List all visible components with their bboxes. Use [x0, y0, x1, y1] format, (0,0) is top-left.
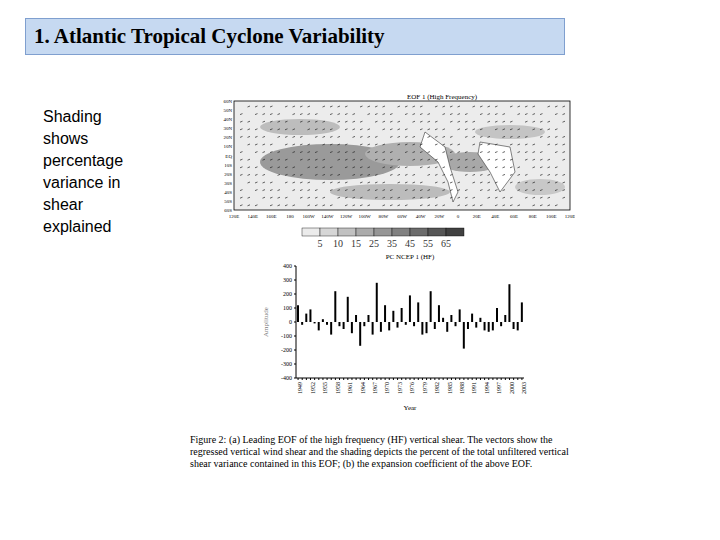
svg-text:1958: 1958	[335, 382, 341, 394]
svg-text:160E: 160E	[266, 214, 277, 219]
svg-text:20N: 20N	[223, 135, 232, 140]
svg-text:1997: 1997	[496, 382, 502, 394]
html-text:Figure 2: (a) Leading EOF of t: Figure 2: (a) Leading EOF of the high fr…	[190, 434, 569, 469]
svg-text:140W: 140W	[321, 214, 334, 219]
svg-text:1952: 1952	[310, 382, 316, 394]
svg-text:400: 400	[283, 263, 292, 269]
svg-text:0: 0	[289, 319, 292, 325]
svg-text:0: 0	[457, 214, 460, 219]
svg-text:1961: 1961	[347, 382, 353, 394]
svg-text:120E: 120E	[229, 214, 240, 219]
svg-text:35: 35	[387, 238, 397, 249]
svg-text:20S: 20S	[224, 172, 232, 177]
svg-text:2000: 2000	[509, 382, 515, 394]
svg-text:1982: 1982	[434, 382, 440, 394]
svg-text:60N: 60N	[223, 99, 232, 104]
svg-text:60W: 60W	[397, 214, 407, 219]
svg-text:65: 65	[441, 238, 451, 249]
svg-text:-100: -100	[281, 333, 292, 339]
html-text:1. Atlantic Tropical Cyclone V: 1. Atlantic Tropical Cyclone Variability	[34, 24, 385, 48]
svg-text:1979: 1979	[422, 382, 428, 394]
svg-text:100E: 100E	[546, 214, 557, 219]
svg-text:25: 25	[369, 238, 379, 249]
svg-text:60E: 60E	[510, 214, 518, 219]
svg-text:-300: -300	[281, 361, 292, 367]
svg-text:60S: 60S	[224, 208, 232, 213]
svg-text:40S: 40S	[224, 190, 232, 195]
svg-text:40E: 40E	[491, 214, 499, 219]
svg-text:80W: 80W	[378, 214, 388, 219]
svg-text:5: 5	[318, 238, 323, 249]
svg-text:160W: 160W	[303, 214, 316, 219]
svg-text:2003: 2003	[521, 382, 527, 394]
svg-text:140E: 140E	[247, 214, 258, 219]
svg-text:200: 200	[283, 291, 292, 297]
svg-text:20E: 20E	[473, 214, 481, 219]
svg-text:30S: 30S	[224, 181, 232, 186]
svg-text:1985: 1985	[447, 382, 453, 394]
svg-text:15: 15	[351, 238, 361, 249]
svg-text:1967: 1967	[372, 382, 378, 394]
html-text:Year: Year	[403, 404, 417, 412]
svg-text:40N: 40N	[223, 117, 232, 122]
svg-text:-400: -400	[281, 375, 292, 381]
svg-text:Amplitude: Amplitude	[262, 307, 270, 337]
svg-text:180: 180	[286, 214, 294, 219]
svg-text:100: 100	[283, 305, 292, 311]
svg-text:1949: 1949	[297, 382, 303, 394]
svg-text:1991: 1991	[471, 382, 477, 394]
svg-text:1964: 1964	[360, 382, 366, 394]
svg-text:1988: 1988	[459, 382, 465, 394]
svg-text:10: 10	[333, 238, 343, 249]
svg-text:55: 55	[423, 238, 433, 249]
svg-text:1955: 1955	[322, 382, 328, 394]
svg-text:50N: 50N	[223, 108, 232, 113]
svg-text:1994: 1994	[484, 382, 490, 394]
svg-text:50S: 50S	[224, 199, 232, 204]
svg-text:1970: 1970	[384, 382, 390, 394]
html-text:Shading shows percentage varia: Shading shows percentage variance in she…	[43, 108, 124, 235]
svg-text:100W: 100W	[359, 214, 372, 219]
svg-text:20W: 20W	[434, 214, 444, 219]
svg-text:EQ: EQ	[225, 154, 232, 159]
svg-text:120W: 120W	[340, 214, 353, 219]
svg-text:40W: 40W	[416, 214, 426, 219]
svg-text:10S: 10S	[224, 163, 232, 168]
svg-text:-200: -200	[281, 347, 292, 353]
svg-text:120E: 120E	[565, 214, 575, 219]
svg-text:45: 45	[405, 238, 415, 249]
svg-text:300: 300	[283, 277, 292, 283]
svg-text:10N: 10N	[223, 144, 232, 149]
svg-text:1976: 1976	[409, 382, 415, 394]
svg-text:1973: 1973	[397, 382, 403, 394]
html-text:PC NCEP 1 (HF): PC NCEP 1 (HF)	[385, 253, 435, 261]
svg-text:80E: 80E	[529, 214, 537, 219]
svg-text:30N: 30N	[223, 126, 232, 131]
svg-text:EOF 1 (High Frequency): EOF 1 (High Frequency)	[407, 93, 478, 101]
